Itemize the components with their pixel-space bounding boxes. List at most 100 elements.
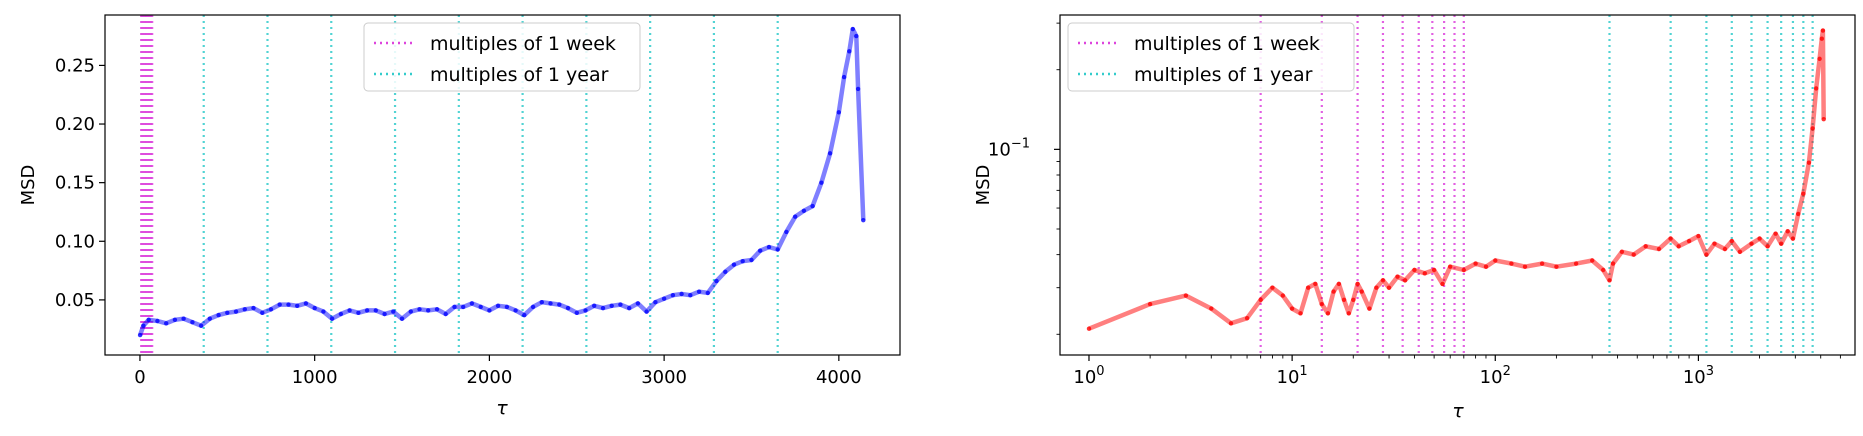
data-point xyxy=(1749,241,1754,246)
data-point xyxy=(1440,281,1445,287)
reference-lines xyxy=(1259,15,1814,355)
data-point xyxy=(312,305,317,311)
data-point xyxy=(1790,236,1796,241)
y-tick-label: 0.25 xyxy=(55,55,95,76)
data-point xyxy=(382,311,387,317)
data-point xyxy=(539,300,544,305)
data-point xyxy=(679,291,684,297)
data-point xyxy=(661,296,667,301)
data-point xyxy=(1696,233,1701,239)
data-point xyxy=(495,303,501,308)
data-point xyxy=(1244,316,1250,321)
data-point xyxy=(408,309,413,314)
data-point xyxy=(155,318,160,324)
data-point xyxy=(321,309,326,314)
data-point xyxy=(854,33,859,39)
data-point xyxy=(399,316,405,321)
data-point xyxy=(819,180,824,185)
data-point xyxy=(146,317,151,322)
data-point xyxy=(775,247,780,252)
data-point xyxy=(1814,86,1819,91)
data-point xyxy=(251,305,256,311)
data-point xyxy=(1258,297,1263,302)
data-point xyxy=(469,301,475,306)
legend-year-label: multiples of 1 year xyxy=(430,64,609,86)
data-point xyxy=(504,304,510,310)
data-point xyxy=(487,308,492,313)
data-point xyxy=(225,310,230,315)
x-tick-label: 1000 xyxy=(292,367,338,388)
data-point xyxy=(644,309,649,314)
data-point xyxy=(1395,274,1400,279)
data-point xyxy=(1773,231,1778,236)
legend: multiples of 1 week multiples of 1 year xyxy=(1067,22,1355,92)
data-point xyxy=(1722,246,1728,252)
data-point xyxy=(1374,285,1379,290)
y-tick-label: 0.05 xyxy=(55,290,95,311)
data-point xyxy=(1820,28,1826,33)
data-point xyxy=(1183,293,1189,298)
data-point xyxy=(1819,36,1825,41)
data-point xyxy=(1656,246,1662,252)
data-point xyxy=(1573,261,1579,266)
data-point xyxy=(1668,236,1673,241)
data-point xyxy=(522,312,527,318)
x-tick-label: 4000 xyxy=(816,367,862,388)
data-point xyxy=(784,229,789,235)
data-point xyxy=(574,310,579,315)
y-tick-label: 0.15 xyxy=(55,173,95,194)
data-point xyxy=(1289,306,1295,311)
data-point xyxy=(172,317,178,322)
data-point xyxy=(181,316,186,321)
data-point xyxy=(1704,252,1709,257)
data-point xyxy=(233,309,239,314)
data-point xyxy=(190,320,195,325)
data-point xyxy=(303,301,309,306)
data-point xyxy=(1765,244,1770,249)
data-point xyxy=(417,307,422,312)
data-point xyxy=(1298,311,1303,316)
data-point xyxy=(1386,285,1392,290)
data-point xyxy=(137,332,143,338)
data-point xyxy=(801,208,807,213)
data-point xyxy=(443,311,448,317)
data-point xyxy=(548,301,553,306)
data-point xyxy=(268,307,274,312)
data-point xyxy=(793,214,798,219)
data-point xyxy=(1779,241,1784,246)
data-point xyxy=(731,262,737,267)
data-point xyxy=(810,203,815,209)
data-point xyxy=(688,293,693,298)
data-point xyxy=(1817,56,1822,61)
axes-frame xyxy=(1059,14,1856,356)
data-point xyxy=(1147,301,1153,307)
data-point xyxy=(1801,191,1806,196)
data-point xyxy=(827,151,833,156)
x-axis-label: τ xyxy=(496,397,508,419)
data-point xyxy=(329,316,335,321)
data-point xyxy=(1643,244,1648,249)
data-point xyxy=(1341,297,1347,302)
data-point xyxy=(758,248,763,253)
x-tick-label: 0 xyxy=(134,367,145,388)
data-point xyxy=(338,311,344,317)
data-point xyxy=(1676,244,1681,249)
tick-marks: 0 1000 2000 3000 4000 0.05 0.10 0.15 0.20 0.25 xyxy=(55,55,862,388)
data-point xyxy=(1367,306,1372,311)
data-point xyxy=(1422,271,1428,276)
data-point xyxy=(861,218,866,223)
data-point xyxy=(557,302,562,307)
data-point xyxy=(1785,229,1790,234)
y-tick-label: 0.10 xyxy=(55,231,95,252)
data-point xyxy=(1554,264,1559,269)
legend: multiples of 1 week multiples of 1 year xyxy=(363,22,641,92)
data-point xyxy=(242,307,247,312)
data-point xyxy=(714,278,719,284)
data-point xyxy=(1631,252,1636,257)
data-point xyxy=(1712,241,1717,246)
data-point xyxy=(364,308,370,313)
data-point xyxy=(1351,297,1356,302)
y-axis-label: MSD xyxy=(973,165,994,206)
